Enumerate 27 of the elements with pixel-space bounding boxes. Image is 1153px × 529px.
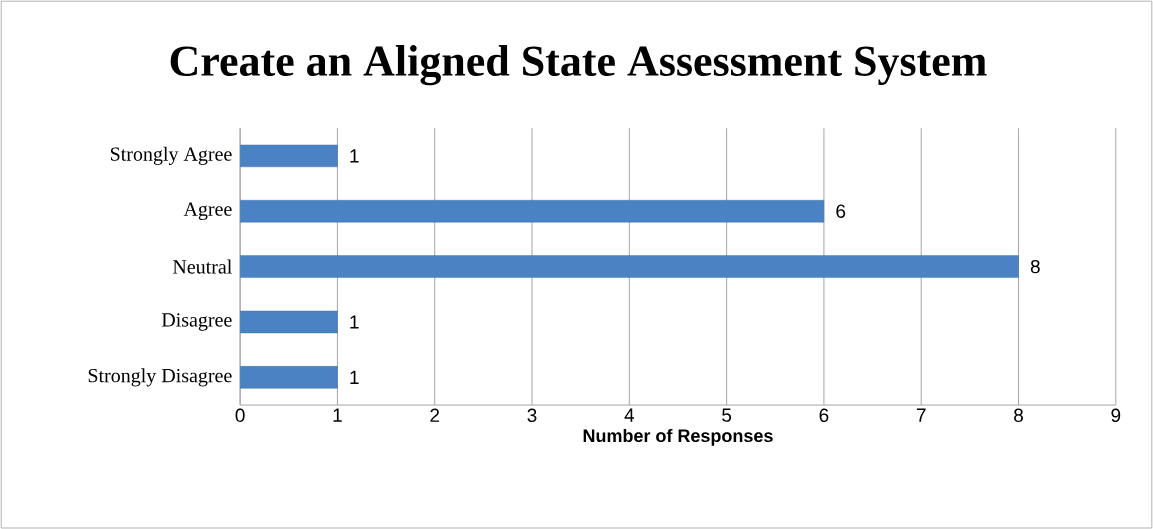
chart-title: Create an Aligned State Assessment System	[170, 44, 987, 86]
x-tick-label: 3	[527, 408, 537, 422]
x-tick-label: 4	[624, 408, 635, 422]
y-tick-label: Agree	[183, 202, 232, 220]
x-tick-label: 1	[333, 408, 342, 422]
data-label: 1	[350, 315, 359, 329]
data-label: 1	[350, 370, 359, 384]
x-tick-label: 7	[916, 408, 926, 422]
bar	[240, 310, 338, 334]
x-tick-label: 9	[1111, 408, 1121, 422]
bar	[240, 255, 1019, 278]
data-label: 1	[350, 149, 359, 163]
bar	[240, 144, 338, 167]
x-tick-label: 2	[430, 408, 440, 422]
y-tick-label: Disagree	[161, 313, 232, 331]
y-tick-label: Neutral	[172, 259, 232, 274]
x-tick-label: 0	[235, 408, 245, 422]
x-tick-label: 5	[722, 408, 732, 422]
data-label: 6	[836, 204, 846, 218]
data-label: 8	[1030, 259, 1040, 274]
x-tick-label: 6	[819, 408, 829, 422]
bar	[240, 366, 338, 389]
bar	[240, 199, 825, 223]
y-tick-label: Strongly Disagree	[88, 368, 232, 387]
y-tick-label: Strongly Agree	[110, 146, 232, 165]
x-tick-label: 8	[1014, 408, 1023, 422]
x-axis-title: Number of Responses	[583, 428, 773, 446]
